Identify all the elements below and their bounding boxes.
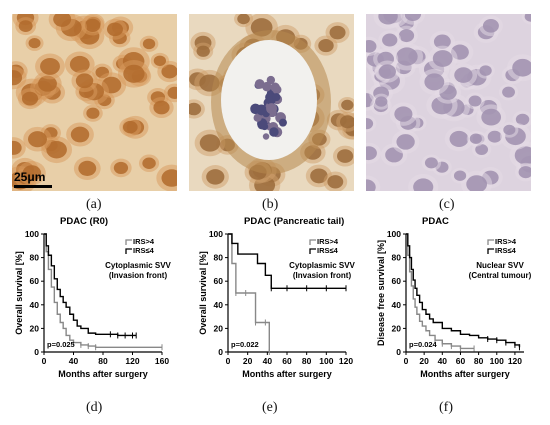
p-value: p=0.024 xyxy=(409,340,438,349)
x-tick-label: 60 xyxy=(456,356,466,366)
y-tick-label: 40 xyxy=(392,300,402,310)
x-tick-label: 80 xyxy=(474,356,484,366)
x-tick-label: 40 xyxy=(69,356,79,366)
survival-chart-f: PDAC 0 20 40 60 80 100 0 20 40 60 80 100 120 Months af… xyxy=(368,212,538,397)
x-tick-label: 160 xyxy=(155,356,169,366)
x-tick-label: 120 xyxy=(125,356,139,366)
legend-label: IRS≤4 xyxy=(495,246,517,255)
y-tick-label: 20 xyxy=(30,323,40,333)
y-axis-label: Disease free survival [%] xyxy=(376,240,386,346)
legend-label: IRS>4 xyxy=(495,237,517,246)
micrograph-b xyxy=(189,14,354,191)
x-tick-label: 120 xyxy=(339,356,353,366)
y-tick-label: 40 xyxy=(214,300,224,310)
panel-label-d: (d) xyxy=(86,400,103,415)
x-tick-label: 20 xyxy=(419,356,429,366)
chart-title: PDAC (R0) xyxy=(60,216,108,227)
panel-label-f: (f) xyxy=(439,400,453,415)
panel-label-b: (b) xyxy=(262,197,279,212)
legend-swatch xyxy=(487,248,494,254)
x-tick-label: 0 xyxy=(404,356,409,366)
legend-swatch xyxy=(309,248,316,254)
y-tick-label: 80 xyxy=(214,253,224,263)
survival-chart-d: PDAC (R0) 0 20 40 60 80 100 0 40 80 120 160 Months a… xyxy=(6,212,176,397)
scale-bar-label: 25μm xyxy=(14,170,46,184)
x-axis-label: Months after surgery xyxy=(242,369,332,379)
x-tick-label: 80 xyxy=(98,356,108,366)
x-tick-label: 100 xyxy=(319,356,333,366)
chart-annotation: Nuclear SVV xyxy=(476,261,524,270)
chart-annotation: (Invasion front) xyxy=(293,271,352,280)
series-line xyxy=(44,233,137,337)
scale-bar xyxy=(14,185,52,188)
y-tick-label: 0 xyxy=(218,347,223,357)
y-tick-label: 60 xyxy=(214,276,224,286)
panel-label-a: (a) xyxy=(86,197,102,212)
x-tick-label: 0 xyxy=(42,356,47,366)
y-tick-label: 100 xyxy=(25,229,39,239)
y-tick-label: 100 xyxy=(209,229,223,239)
legend-label: IRS>4 xyxy=(317,237,339,246)
x-tick-label: 80 xyxy=(302,356,312,366)
y-tick-label: 80 xyxy=(392,253,402,263)
y-tick-label: 20 xyxy=(392,323,402,333)
micrograph-a xyxy=(12,14,177,191)
legend-label: IRS≤4 xyxy=(133,246,155,255)
y-tick-label: 40 xyxy=(30,300,40,310)
legend-swatch xyxy=(125,239,132,245)
y-tick-label: 0 xyxy=(396,347,401,357)
y-axis-label: Overall survival [%] xyxy=(14,251,24,335)
p-value: p=0.022 xyxy=(231,340,259,349)
x-tick-label: 40 xyxy=(438,356,448,366)
y-tick-label: 80 xyxy=(30,253,40,263)
chart-annotation: Cytoplasmic SVV xyxy=(105,261,171,270)
y-tick-label: 60 xyxy=(30,276,40,286)
x-tick-label: 20 xyxy=(243,356,253,366)
x-tick-label: 40 xyxy=(263,356,273,366)
x-tick-label: 100 xyxy=(490,356,504,366)
x-axis-label: Months after surgery xyxy=(58,369,148,379)
x-axis-label: Months after surgery xyxy=(420,369,510,379)
series-line xyxy=(44,233,162,348)
x-tick-label: 60 xyxy=(282,356,292,366)
legend-swatch xyxy=(487,239,494,245)
legend-label: IRS>4 xyxy=(133,237,155,246)
legend-label: IRS≤4 xyxy=(317,246,339,255)
y-axis-label: Overall survival [%] xyxy=(198,251,208,335)
y-tick-label: 0 xyxy=(34,347,39,357)
panel-label-c: (c) xyxy=(439,197,455,212)
survival-chart-e: PDAC (Pancreatic tail) 0 20 40 60 80 100 0 20 40 6… xyxy=(190,212,360,397)
chart-annotation: (Invasion front) xyxy=(109,271,168,280)
panel-label-e: (e) xyxy=(262,400,278,415)
y-tick-label: 60 xyxy=(392,276,402,286)
legend-swatch xyxy=(309,239,316,245)
x-tick-label: 0 xyxy=(226,356,231,366)
series-line xyxy=(228,233,270,352)
series-line xyxy=(228,233,346,289)
x-tick-label: 120 xyxy=(508,356,522,366)
series-line xyxy=(406,233,475,350)
micrograph-c xyxy=(366,14,531,191)
chart-title: PDAC (Pancreatic tail) xyxy=(244,216,344,227)
y-tick-label: 20 xyxy=(214,323,224,333)
chart-annotation: Cytoplasmic SVV xyxy=(289,261,355,270)
legend-swatch xyxy=(125,248,132,254)
chart-title: PDAC xyxy=(422,216,449,227)
y-tick-label: 100 xyxy=(387,229,401,239)
chart-annotation: (Central tumour) xyxy=(469,271,532,280)
p-value: p=0.025 xyxy=(47,340,75,349)
